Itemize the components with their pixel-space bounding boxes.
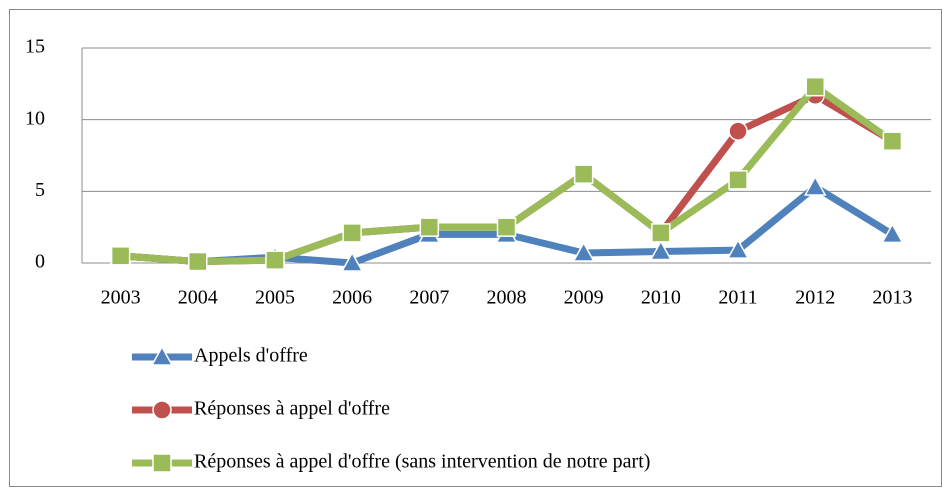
legend-label: Réponses à appel d'offre bbox=[194, 398, 390, 420]
data-point bbox=[496, 217, 517, 237]
data-point bbox=[419, 217, 440, 237]
chart-frame bbox=[9, 9, 942, 487]
data-point bbox=[728, 170, 748, 190]
x-tick-label: 2013 bbox=[872, 287, 912, 309]
y-tick-label: 0 bbox=[35, 251, 45, 273]
x-tick-label: 2008 bbox=[487, 287, 527, 309]
y-tick-label: 5 bbox=[35, 179, 45, 201]
x-tick-label: 2003 bbox=[101, 287, 141, 309]
data-point bbox=[265, 250, 285, 270]
data-point bbox=[881, 222, 904, 244]
legend-label: Appels d'offre bbox=[194, 345, 308, 367]
data-point bbox=[882, 131, 903, 151]
y-tick-label: 15 bbox=[25, 36, 45, 58]
data-point bbox=[649, 239, 673, 261]
data-point bbox=[188, 251, 208, 272]
data-point bbox=[726, 238, 750, 259]
data-point bbox=[572, 241, 595, 262]
legend-label: Réponses à appel d'offre (sans intervent… bbox=[194, 451, 650, 473]
data-point bbox=[728, 121, 748, 141]
x-tick-label: 2005 bbox=[255, 287, 295, 309]
x-tick-label: 2004 bbox=[178, 287, 218, 309]
data-point bbox=[651, 223, 671, 243]
x-tick-label: 2007 bbox=[409, 287, 449, 309]
data-point bbox=[573, 164, 594, 184]
legend-marker bbox=[152, 400, 172, 420]
x-tick-label: 2009 bbox=[564, 287, 604, 309]
y-tick-label: 10 bbox=[25, 107, 45, 129]
legend-marker bbox=[152, 453, 172, 473]
data-point bbox=[342, 223, 362, 243]
x-tick-label: 2006 bbox=[332, 287, 372, 309]
x-tick-label: 2012 bbox=[795, 287, 835, 309]
x-tick-label: 2010 bbox=[641, 287, 681, 309]
data-point bbox=[340, 251, 364, 272]
data-point bbox=[805, 76, 825, 97]
legend-marker bbox=[150, 345, 174, 366]
data-point bbox=[803, 175, 827, 196]
data-point bbox=[110, 246, 131, 266]
x-tick-label: 2011 bbox=[718, 287, 757, 309]
